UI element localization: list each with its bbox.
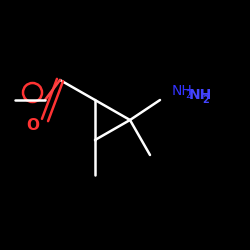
Text: NH: NH bbox=[189, 88, 212, 102]
Text: NH: NH bbox=[171, 84, 192, 98]
Text: O: O bbox=[26, 118, 39, 132]
Text: 2: 2 bbox=[202, 95, 209, 105]
Text: 2: 2 bbox=[186, 90, 192, 101]
